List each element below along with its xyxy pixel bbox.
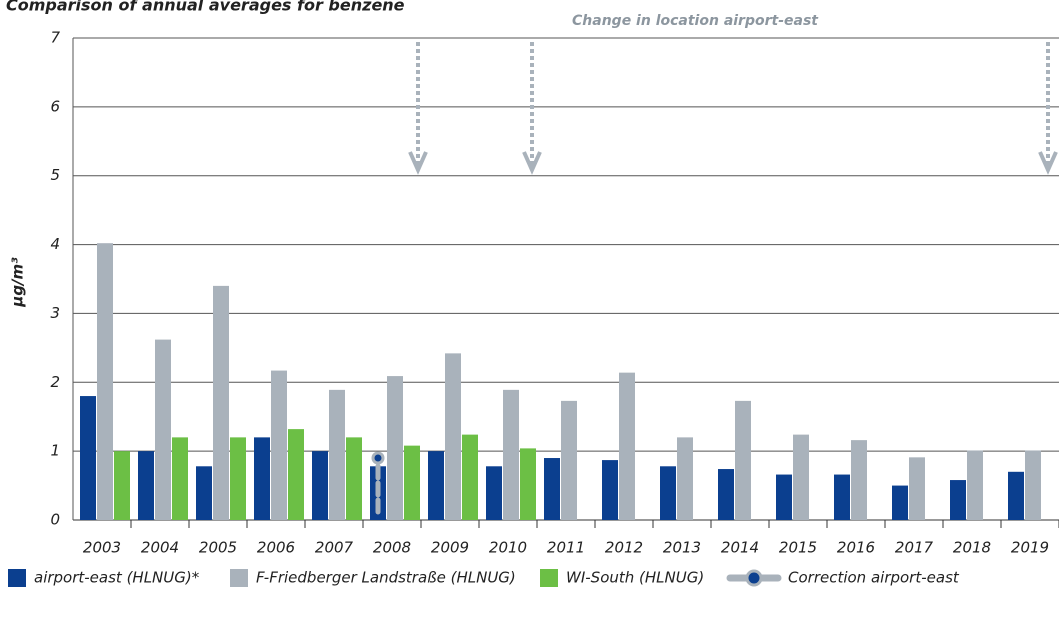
bar: [660, 466, 676, 520]
x-tick-label: 2008: [373, 539, 411, 557]
legend-swatch: [745, 569, 763, 587]
bar: [735, 400, 751, 520]
x-tick-label: 2015: [779, 539, 817, 557]
bar: [1008, 471, 1024, 520]
bar: [950, 480, 966, 520]
bar: [561, 400, 577, 520]
y-tick-label: 6: [50, 97, 60, 115]
annotation: Change in location airport-east: [572, 13, 819, 29]
correction-dot: [371, 451, 385, 465]
bar: [619, 372, 635, 520]
bar: [254, 437, 270, 520]
bar: [213, 285, 229, 520]
bar: [138, 451, 154, 520]
bar: [172, 437, 188, 520]
legend-label: F-Friedberger Landstraße (HLNUG): [256, 569, 516, 587]
x-tick-label: 2006: [257, 539, 295, 557]
bar: [718, 469, 734, 520]
bar: [271, 370, 287, 520]
bar: [909, 457, 925, 520]
x-tick-label: 2003: [83, 539, 121, 557]
bar: [967, 450, 983, 520]
bar: [80, 396, 96, 520]
bar: [230, 437, 246, 520]
bar: [445, 353, 461, 520]
x-tick-label: 2012: [605, 539, 643, 557]
x-tick-label: 2009: [431, 539, 469, 557]
legend-label: WI-South (HLNUG): [566, 569, 704, 587]
bar: [520, 448, 536, 520]
bar: [404, 445, 420, 520]
y-tick-label: 1: [50, 442, 60, 460]
legend-swatch: [230, 569, 248, 587]
bar: [196, 466, 212, 520]
x-tick-label: 2017: [895, 539, 934, 557]
bar: [776, 474, 792, 520]
bar: [602, 460, 618, 520]
bar: [503, 389, 519, 520]
legend-swatch: [8, 569, 26, 587]
legend-label: airport-east (HLNUG)*: [34, 569, 200, 587]
x-tick-label: 2004: [141, 539, 179, 557]
y-tick-label: 5: [50, 166, 60, 184]
legend-label: Correction airport-east: [788, 569, 960, 587]
arrow-head: [522, 151, 542, 175]
x-tick-label: 2007: [315, 539, 354, 557]
x-tick-label: 2013: [663, 539, 701, 557]
y-tick-label: 2: [50, 373, 60, 391]
bar: [834, 474, 850, 520]
bar: [892, 485, 908, 520]
x-tick-label: 2005: [199, 539, 237, 557]
legend-swatch: [540, 569, 558, 587]
bar: [329, 389, 345, 520]
bar: [851, 440, 867, 520]
arrow-head: [1038, 151, 1058, 175]
x-tick-label: 2014: [721, 539, 759, 557]
y-tick-label: 3: [50, 304, 60, 322]
y-tick-label: 4: [50, 235, 60, 253]
bar: [97, 243, 113, 521]
chart-title: Comparison of annual averages for benzen…: [6, 0, 405, 15]
x-tick-label: 2011: [547, 539, 585, 557]
y-tick-label: 0: [50, 511, 60, 529]
bar: [486, 466, 502, 520]
y-tick-label: 7: [50, 29, 60, 47]
bar: [288, 429, 304, 520]
bar: [677, 437, 693, 520]
bar: [428, 451, 444, 520]
bar: [114, 451, 130, 520]
arrow-head: [408, 151, 428, 175]
bar: [544, 458, 560, 520]
bar: [793, 434, 809, 520]
bar: [462, 434, 478, 520]
x-tick-label: 2010: [489, 539, 527, 557]
bar: [1025, 450, 1041, 520]
bar: [155, 339, 171, 520]
y-axis-label: µg/m³: [9, 257, 27, 308]
bar: [387, 376, 403, 520]
bar: [312, 451, 328, 520]
x-tick-label: 2016: [837, 539, 875, 557]
bar: [346, 437, 362, 520]
x-tick-label: 2019: [1011, 539, 1049, 557]
x-tick-label: 2018: [953, 539, 991, 557]
